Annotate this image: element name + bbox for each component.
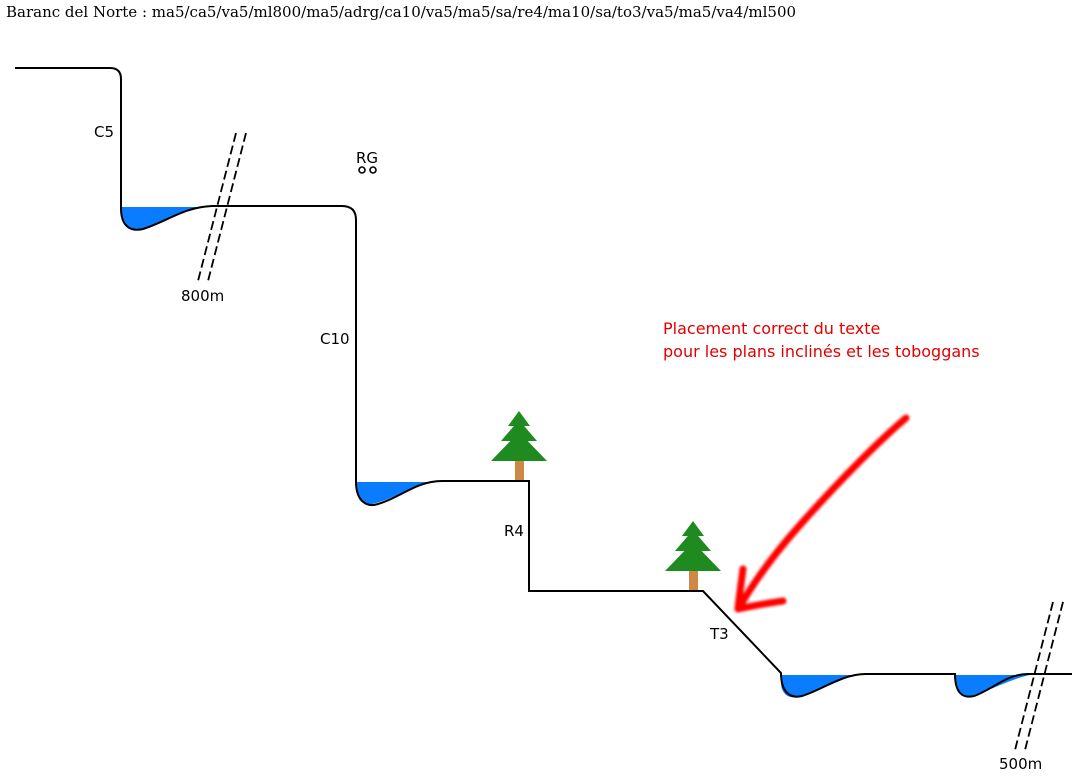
pool-3: [781, 675, 858, 698]
page-title: Baranc del Norte : ma5/ca5/va5/ml800/ma5…: [6, 3, 797, 21]
arrow-icon: [734, 414, 910, 613]
label-walk-500m: 500m: [999, 755, 1042, 773]
label-rg: RG: [356, 149, 378, 167]
tree-icon: [491, 411, 547, 480]
tree-icon: [665, 521, 721, 590]
note-line-2: pour les plans inclinés et les toboggans: [663, 342, 980, 361]
label-c10: C10: [320, 330, 350, 348]
anchor-rings-icon: [358, 166, 377, 174]
label-c5: C5: [94, 123, 114, 141]
note-line-1: Placement correct du texte: [663, 319, 880, 338]
label-t3: T3: [709, 625, 729, 643]
label-r4: R4: [504, 522, 524, 540]
label-walk-800m: 800m: [181, 287, 224, 305]
canyon-profile-line: [15, 67, 1072, 698]
